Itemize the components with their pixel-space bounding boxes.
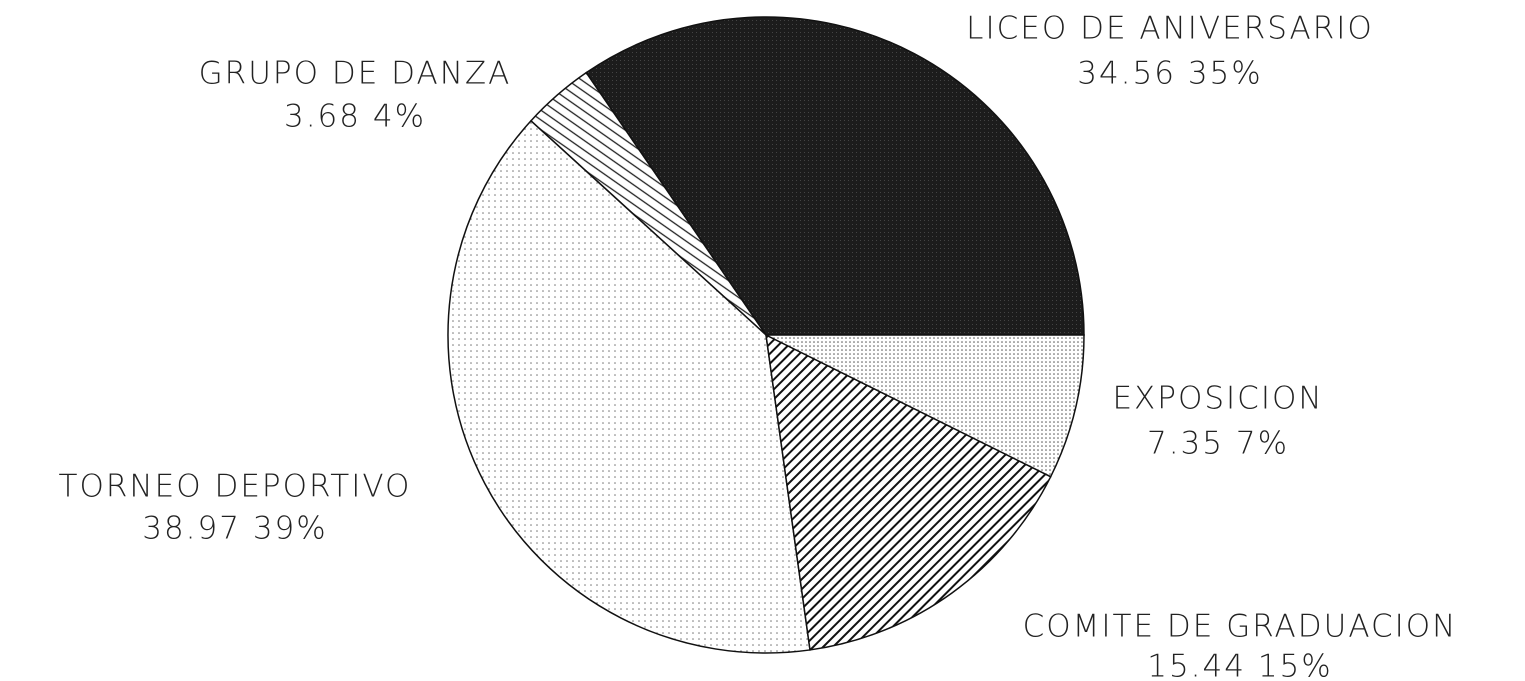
pie-slice: [765, 334, 1085, 478]
slice-label: EXPOSICION: [1112, 381, 1323, 417]
pie-slice: [585, 16, 1085, 336]
pie-slice: [447, 119, 811, 654]
slice-value-label: 34.56 35%: [1077, 56, 1263, 92]
pie-slice: [765, 333, 1052, 651]
slice-label: LICEO DE ANIVERSARIO: [966, 11, 1374, 47]
slice-value-label: 3.68 4%: [284, 99, 426, 135]
slice-label: TORNEO DEPORTIVO: [59, 469, 412, 505]
slice-value-label: 7.35 7%: [1147, 426, 1289, 462]
slice-label: GRUPO DE DANZA: [199, 56, 512, 92]
slice-value-label: 38.97 39%: [142, 511, 328, 547]
slice-value-label: 15.44 15%: [1147, 649, 1333, 681]
slice-label: COMITE DE GRADUACION: [1023, 609, 1458, 645]
